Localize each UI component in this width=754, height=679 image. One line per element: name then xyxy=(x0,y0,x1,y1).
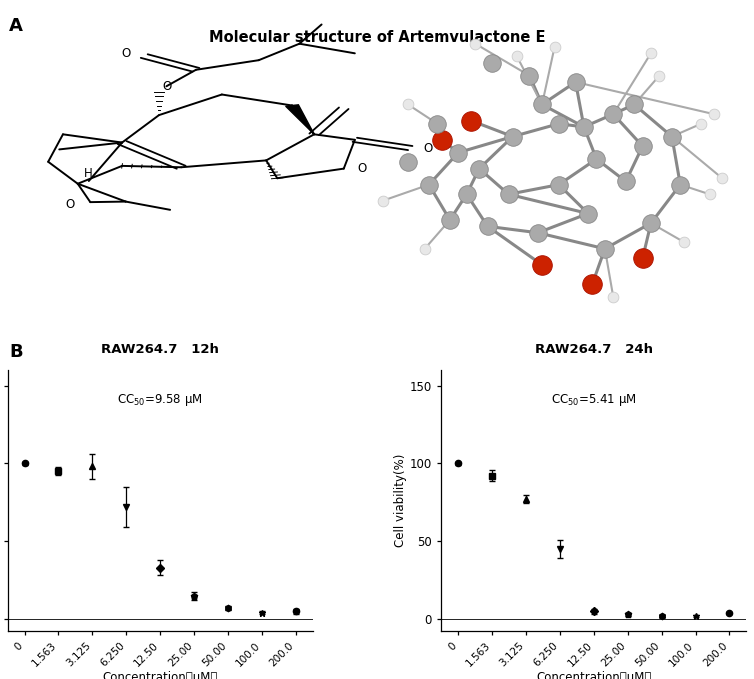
Point xyxy=(469,38,481,49)
Point xyxy=(464,115,477,126)
Point xyxy=(532,227,544,238)
Point xyxy=(452,147,464,158)
Point xyxy=(553,118,565,129)
Point xyxy=(628,99,640,110)
Text: O: O xyxy=(163,79,172,93)
Point xyxy=(645,48,657,58)
Point xyxy=(536,99,548,110)
Point xyxy=(620,176,632,187)
Point xyxy=(523,70,535,81)
Point xyxy=(486,58,498,69)
Point xyxy=(679,237,691,248)
Point xyxy=(636,141,648,151)
Point xyxy=(553,179,565,190)
Point xyxy=(695,118,707,129)
Polygon shape xyxy=(286,105,314,134)
Point xyxy=(569,77,581,88)
Point xyxy=(578,122,590,132)
Text: O: O xyxy=(65,198,74,210)
Point xyxy=(444,215,456,225)
Point xyxy=(607,291,619,302)
Point xyxy=(716,172,728,183)
Point xyxy=(645,218,657,229)
Point xyxy=(507,131,519,142)
Point xyxy=(402,99,414,110)
Text: B: B xyxy=(9,343,23,361)
Point xyxy=(418,243,431,254)
Point xyxy=(502,189,514,200)
Point xyxy=(636,253,648,264)
Point xyxy=(377,196,389,206)
Point xyxy=(482,221,494,232)
Point xyxy=(703,189,716,200)
Point xyxy=(549,41,561,52)
Y-axis label: Cell viability(%): Cell viability(%) xyxy=(394,454,407,547)
Point xyxy=(653,70,665,81)
Text: A: A xyxy=(9,17,23,35)
Text: O: O xyxy=(121,47,130,60)
Point xyxy=(423,179,435,190)
Text: O: O xyxy=(357,162,366,175)
Point xyxy=(461,189,473,200)
Text: H: H xyxy=(84,168,93,181)
Point xyxy=(431,118,443,129)
Text: $\mathregular{CC_{50}}$=5.41 μM: $\mathregular{CC_{50}}$=5.41 μM xyxy=(551,392,636,408)
Point xyxy=(436,134,448,145)
Point xyxy=(674,179,686,190)
Title: RAW264.7   12h: RAW264.7 12h xyxy=(101,344,219,356)
Text: Molecular structure of Artemvulactone E: Molecular structure of Artemvulactone E xyxy=(209,30,545,45)
Text: O: O xyxy=(424,141,433,155)
Point xyxy=(511,51,523,62)
Point xyxy=(587,278,599,289)
Point xyxy=(474,163,486,174)
Point xyxy=(536,259,548,270)
Point xyxy=(402,157,414,168)
Point xyxy=(607,109,619,120)
Point xyxy=(599,243,611,254)
Point xyxy=(666,131,678,142)
Title: RAW264.7   24h: RAW264.7 24h xyxy=(535,344,653,356)
Text: $\mathregular{CC_{50}}$=9.58 μM: $\mathregular{CC_{50}}$=9.58 μM xyxy=(118,392,203,408)
X-axis label: Concentration（μM）: Concentration（μM） xyxy=(536,672,651,679)
Point xyxy=(582,208,594,219)
Point xyxy=(708,109,720,120)
Point xyxy=(590,153,602,164)
X-axis label: Concentration（μM）: Concentration（μM） xyxy=(103,672,218,679)
